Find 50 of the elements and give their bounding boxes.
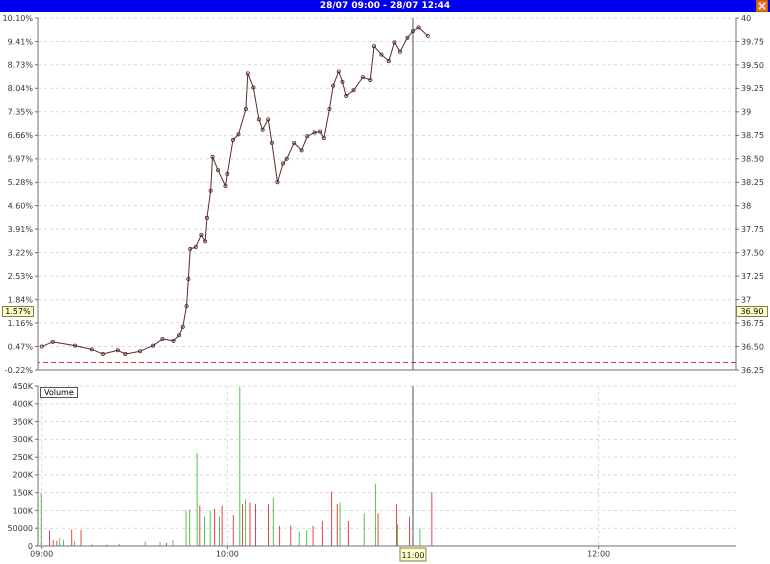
- y2-tick-label: 36.50: [741, 342, 764, 352]
- y-tick-label: 0: [28, 542, 33, 551]
- y2-tick-label: 38.75: [741, 131, 764, 140]
- text: 36.90: [736, 306, 768, 317]
- y-tick-label: 1.16%: [8, 318, 34, 328]
- y2-tick-label: 38: [741, 202, 752, 211]
- ref-line-label: 11:00: [401, 551, 425, 560]
- text: 1.57%: [2, 306, 34, 317]
- y-tick-label: -0.22%: [4, 366, 34, 375]
- y-tick-label: 400K: [12, 400, 34, 409]
- y-tick-label: 9.41%: [8, 37, 34, 46]
- y2-tick-label: 39.25: [741, 84, 764, 94]
- y-tick-label: 350K: [12, 417, 34, 426]
- y2-tick-label: 37: [741, 295, 752, 304]
- x-tick-label: 12:00: [587, 550, 610, 559]
- y2-tick-label: 36.25: [741, 366, 764, 375]
- y2-tick-label: 39.50: [741, 60, 764, 70]
- y-tick-label: 50000: [8, 524, 33, 534]
- y-tick-label: 7.35%: [8, 108, 34, 117]
- y-tick-label: 6.66%: [8, 131, 34, 140]
- y-tick-label: 1.84%: [8, 296, 34, 305]
- chart-title: 28/07 09:00 - 28/07 12:44: [0, 0, 770, 12]
- y2-tick-label: 38.25: [741, 178, 764, 188]
- y2-tick-label: 40: [741, 14, 752, 23]
- x-tick-label: 09:00: [30, 550, 54, 559]
- y2-tick-label: 39: [741, 108, 752, 117]
- y2-tick-label: 39.75: [741, 37, 764, 46]
- y-tick-label: 8.04%: [8, 84, 34, 94]
- y2-tick-label: 37.50: [741, 248, 764, 258]
- y-tick-label: 2.53%: [8, 272, 34, 282]
- y-tick-label: 4.60%: [8, 201, 34, 210]
- x-tick-label: 10:00: [216, 550, 239, 559]
- y-tick-label: 450K: [12, 382, 34, 391]
- y-tick-label: 250K: [12, 452, 34, 462]
- y2-tick-label: 37.25: [741, 272, 764, 281]
- y-tick-label: 8.73%: [8, 60, 34, 70]
- y-tick-label: 300K: [12, 435, 34, 444]
- y-tick-label: 5.97%: [8, 154, 34, 164]
- y-tick-label: 200K: [12, 470, 34, 480]
- y-tick-label: 5.28%: [8, 178, 34, 188]
- y2-tick-label: 37.75: [741, 225, 764, 234]
- y-tick-label: 3.22%: [8, 248, 34, 258]
- y2-tick-label: 38.50: [741, 154, 764, 164]
- y-tick-label: 0.47%: [8, 342, 34, 352]
- chart-title: Volume: [40, 387, 78, 398]
- y-tick-label: 10.10%: [2, 14, 34, 23]
- y-tick-label: 3.91%: [8, 224, 34, 234]
- y2-tick-label: 36.75: [741, 318, 764, 328]
- y-tick-label: 150K: [12, 488, 34, 498]
- y-tick-label: 100K: [12, 506, 34, 516]
